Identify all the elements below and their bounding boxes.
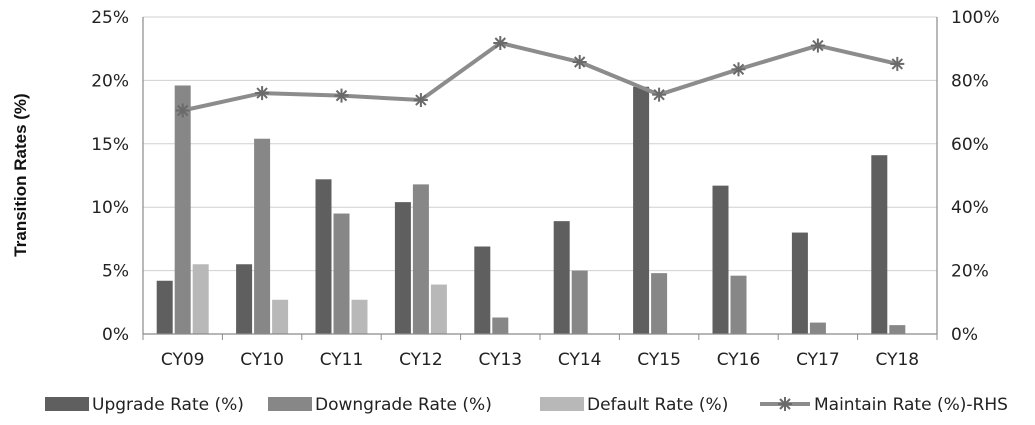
maintain-rate-marker [652,87,667,102]
bar [192,264,209,334]
x-tick-label: CY14 [558,350,602,370]
x-tick-label: CY16 [717,350,761,370]
bar [651,273,668,334]
axes [142,17,938,340]
bar [492,317,509,334]
maintain-rate-marker [572,55,587,70]
y-tick-label-right: 20% [951,262,989,282]
maintain-rate-marker [890,56,905,71]
bar [351,299,368,334]
y-tick-label-right: 0% [951,325,978,345]
bar [571,270,588,334]
maintain-rate-polyline [182,40,898,113]
legend-label: Default Rate (%) [587,395,728,415]
bar [315,179,332,334]
bar [430,284,447,334]
legend-swatch [45,397,89,411]
y-tick-label-left: 20% [91,71,129,91]
bar [712,185,729,334]
legend: Upgrade Rate (%) Downgrade Rate (%) Defaul… [45,395,1008,415]
x-tick-label: CY10 [240,350,284,370]
maintain-rate-marker [255,86,270,101]
y-tick-label-right: 100% [951,8,1000,28]
y-tick-label-right: 60% [951,135,989,155]
legend-line-marker [778,397,792,411]
bar [394,202,411,334]
x-tick-label: CY15 [637,350,681,370]
legend-swatch [268,397,312,411]
bar [254,138,271,334]
bar [412,184,429,334]
bar [730,275,747,334]
bar [333,213,350,334]
bars [156,85,906,335]
bar [809,322,826,334]
y-tick-label-right: 80% [951,71,989,91]
tick-labels: 0% 0% 5% 20% 10% 40% 15% 60% 20% 80% 25% 100% CY09 CY… [91,8,999,370]
legend-swatch [540,397,584,411]
x-tick-label: CY09 [161,350,205,370]
bar [156,280,173,334]
legend-label: Upgrade Rate (%) [92,395,244,415]
legend-label: Downgrade Rate (%) [315,395,492,415]
y-tick-label-left: 0% [102,325,129,345]
bar [871,155,888,334]
legend-label: Maintain Rate (%)-RHS [814,395,1008,415]
bar [474,246,491,334]
x-tick-label: CY11 [320,350,364,370]
bar [236,264,253,334]
x-tick-label: CY12 [399,350,443,370]
bar [174,85,191,334]
bar [791,232,808,334]
maintain-rate-marker [493,35,508,50]
maintain-rate-marker [413,93,428,108]
y-axis-label: Transition Rates (%) [11,93,30,256]
y-tick-label-left: 15% [91,135,129,155]
y-tick-label-right: 40% [951,198,989,218]
maintain-rate-marker [731,62,746,77]
maintain-rate-marker [334,88,349,103]
bar [889,325,906,334]
maintain-rate-marker [810,38,825,53]
x-tick-label: CY18 [876,350,920,370]
bar [553,221,570,334]
y-tick-label-left: 25% [91,8,129,28]
y-tick-label-left: 10% [91,198,129,218]
maintain-rate-marker [175,103,190,118]
x-tick-label: CY13 [479,350,523,370]
bar [272,299,289,334]
maintain-rate-line [175,35,905,118]
x-tick-label: CY17 [796,350,840,370]
bar [633,86,650,335]
y-tick-label-left: 5% [102,262,129,282]
